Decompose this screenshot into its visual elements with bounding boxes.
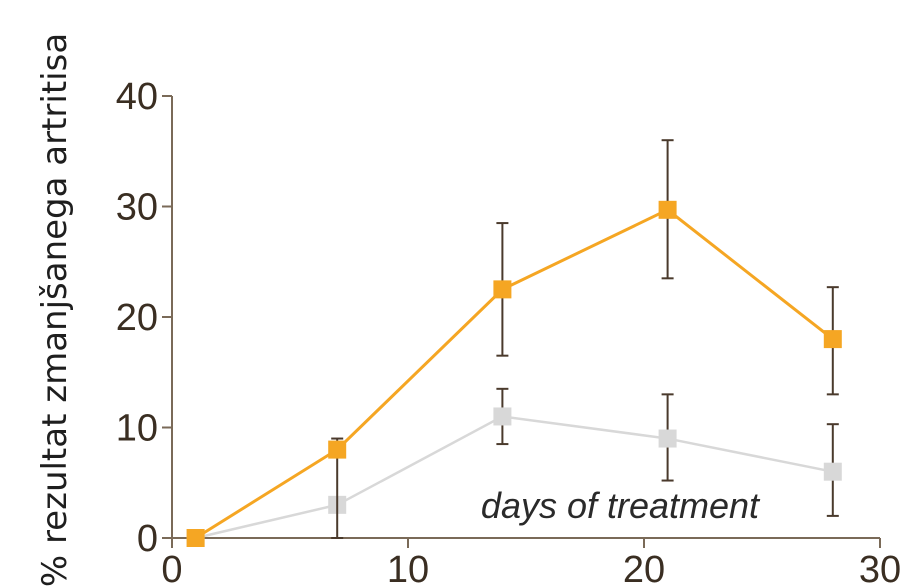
series-0-point-1	[328, 440, 347, 459]
chart-annotation: days of treatment	[481, 485, 761, 526]
series-layer	[186, 139, 842, 547]
y-axis-label: % rezultat zmanjšanega artritisa	[35, 33, 75, 587]
x-tick-label-20: 20	[623, 549, 665, 587]
series-0-point-0	[186, 529, 205, 547]
y-tick-label-10: 10	[116, 408, 158, 450]
y-tick-label-40: 40	[116, 76, 158, 118]
series-1-point-4	[823, 462, 842, 481]
series-1-point-2	[493, 407, 512, 426]
series-0	[186, 139, 842, 547]
series-1-point-3	[658, 429, 677, 448]
x-tick-label-0: 0	[161, 549, 182, 587]
series-0-point-3	[658, 200, 677, 219]
y-tick-label-0: 0	[137, 518, 158, 560]
x-tick-label-30: 30	[859, 549, 901, 587]
axes: 0 10 20 30 40 0 10 20 30	[116, 76, 901, 587]
x-tick-label-10: 10	[387, 549, 429, 587]
series-0-point-2	[493, 280, 512, 299]
y-tick-label-20: 20	[116, 297, 158, 339]
series-0-point-4	[823, 330, 842, 349]
y-tick-label-30: 30	[116, 187, 158, 229]
